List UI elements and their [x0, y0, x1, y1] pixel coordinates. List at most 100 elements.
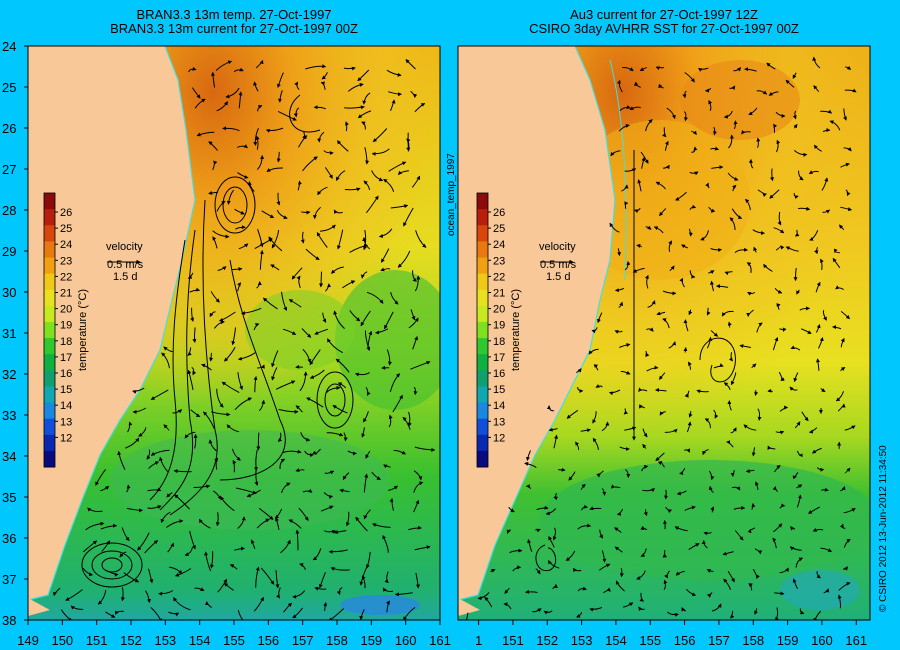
current-vector — [745, 198, 751, 211]
current-vector — [792, 578, 799, 590]
current-vector — [822, 127, 831, 133]
current-vector — [575, 441, 580, 451]
current-vector — [204, 601, 212, 609]
current-vector — [313, 105, 327, 110]
current-vector — [775, 111, 786, 118]
current-vector — [415, 230, 427, 248]
current-vector — [645, 350, 650, 358]
current-vector — [97, 590, 107, 605]
lat-tick-label: 38 — [2, 613, 16, 628]
current-vector — [301, 210, 311, 215]
current-vector — [337, 140, 349, 152]
current-vector — [674, 191, 687, 201]
current-vector — [818, 336, 824, 349]
current-vector — [708, 206, 716, 213]
current-vector — [117, 450, 126, 470]
current-vector — [552, 583, 558, 590]
current-vector — [276, 192, 281, 206]
current-vector — [361, 427, 366, 438]
current-vector — [689, 270, 696, 279]
current-vector — [620, 370, 631, 375]
current-vector — [361, 575, 366, 589]
current-vector — [634, 81, 641, 88]
current-vector — [292, 607, 303, 619]
current-vector — [330, 567, 350, 571]
current-vector — [731, 208, 743, 219]
lat-tick-label: 32 — [2, 367, 16, 382]
left-map-panel — [28, 46, 440, 620]
current-vector — [662, 290, 677, 296]
current-vector — [237, 516, 246, 529]
current-vector — [683, 111, 689, 122]
current-vector — [317, 131, 325, 143]
current-vector — [105, 611, 116, 618]
current-vector — [184, 547, 193, 557]
current-vector — [525, 450, 531, 462]
current-vector — [658, 372, 666, 380]
current-vector — [577, 523, 592, 530]
current-vector — [614, 546, 623, 553]
current-vector — [601, 421, 610, 432]
current-vector — [691, 146, 698, 153]
lon-tick-label: 152 — [120, 633, 142, 648]
current-vector — [477, 592, 490, 601]
current-vector — [413, 470, 423, 481]
lat-tick-label: 34 — [2, 449, 16, 464]
current-vector — [231, 327, 236, 346]
current-vector — [278, 408, 299, 414]
current-vector — [808, 427, 818, 434]
current-vector — [87, 507, 103, 513]
current-vector — [323, 492, 334, 499]
current-vector — [629, 106, 642, 111]
current-vector — [314, 586, 327, 591]
current-vector — [209, 311, 216, 318]
current-vector — [816, 358, 820, 371]
current-vector — [256, 518, 270, 529]
current-vector — [655, 452, 665, 462]
current-vector — [727, 570, 735, 583]
current-vector — [744, 67, 757, 72]
current-vector — [746, 309, 754, 317]
left-current-vectors — [52, 59, 436, 620]
current-vector — [253, 323, 260, 331]
current-vector — [388, 161, 407, 172]
current-vector — [793, 372, 799, 383]
current-vector — [620, 567, 624, 578]
current-vector — [592, 411, 597, 424]
current-vector — [148, 461, 160, 469]
current-vector — [384, 311, 394, 330]
current-vector — [727, 172, 739, 181]
lon-tick-label: 1 — [475, 633, 482, 648]
colorbar-tick-label: 25 — [493, 223, 505, 235]
current-vector — [820, 258, 824, 270]
current-vector — [713, 363, 724, 369]
current-vector — [305, 64, 327, 70]
lon-tick-label: 151 — [502, 633, 524, 648]
current-vector — [293, 107, 300, 118]
current-vector — [191, 87, 201, 99]
left-eddy-streamlines — [81, 94, 354, 588]
current-vector — [723, 578, 731, 591]
current-vector — [484, 596, 493, 608]
current-vector — [189, 287, 201, 293]
current-vector — [713, 409, 719, 419]
current-vector — [190, 307, 194, 322]
colorbar-tick-label: 19 — [493, 320, 505, 332]
current-vector — [524, 461, 537, 468]
current-vector — [799, 306, 811, 311]
current-vector — [360, 310, 371, 327]
velocity-scale: 0.5 m/s — [107, 259, 144, 271]
current-vector — [255, 135, 260, 150]
current-vector — [683, 347, 688, 353]
right-panel-title-line1: Au3 current for 27-Oct-1997 12Z — [570, 7, 758, 22]
current-vector — [339, 488, 350, 493]
current-vector — [362, 411, 369, 423]
current-vector — [349, 310, 361, 322]
current-vector — [160, 511, 171, 524]
current-vector — [226, 189, 235, 205]
current-vector — [601, 550, 607, 563]
current-vector — [745, 469, 755, 474]
current-vector — [763, 263, 773, 272]
current-vector — [794, 421, 801, 429]
current-vector — [580, 483, 586, 490]
